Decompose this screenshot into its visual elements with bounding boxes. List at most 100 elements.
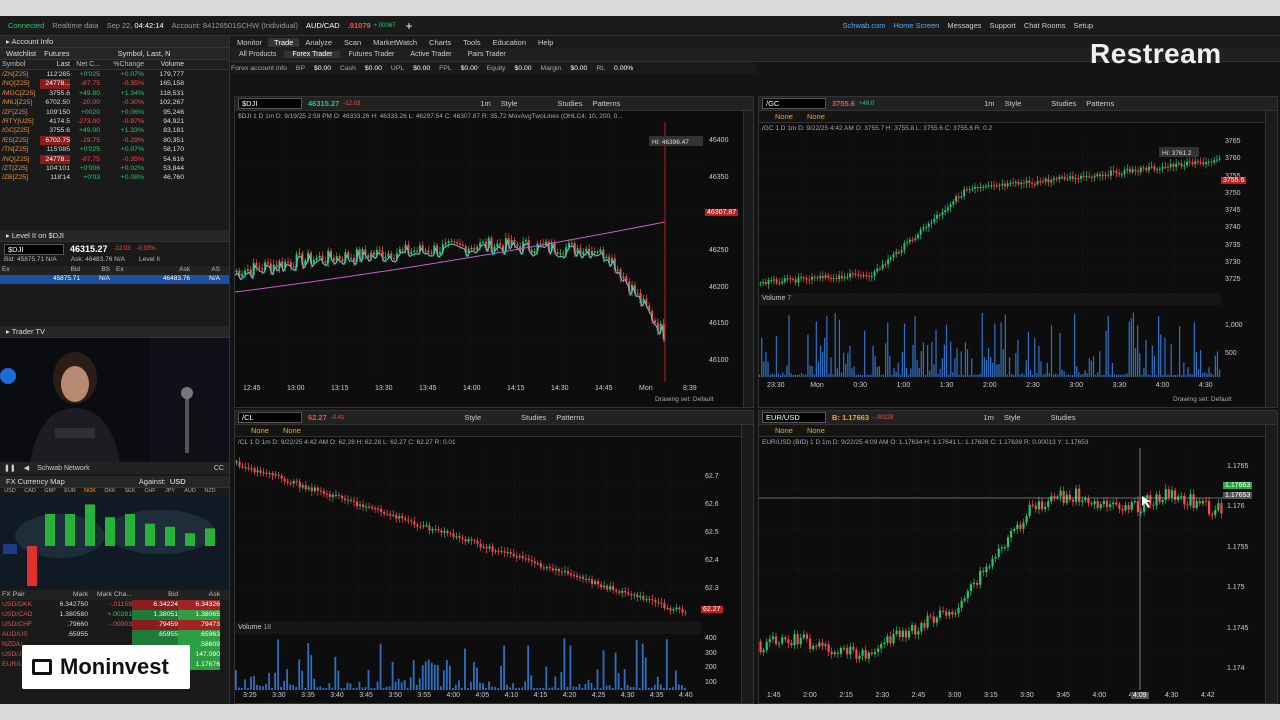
chart3-studies-button[interactable]: Studies bbox=[521, 413, 547, 422]
watchlist-sort[interactable]: Symbol, Last, N bbox=[117, 49, 171, 58]
chart1-style-button[interactable]: Style bbox=[500, 99, 518, 108]
col-symbol[interactable]: Symbol bbox=[2, 61, 26, 68]
chart4-none-1[interactable]: None bbox=[775, 426, 793, 435]
fx-row[interactable]: AUD/US .65955.65955.65963 bbox=[0, 630, 229, 640]
col-pctchange[interactable]: %Change bbox=[113, 61, 144, 68]
fx-row[interactable]: USD/DKK 6.342750 -.01159 6.34224 6.34326 bbox=[0, 600, 229, 610]
watchlist-row[interactable]: /ZT[Z25] 104'101 +0'006 +0.02% 53,844 bbox=[0, 164, 229, 173]
setup-button[interactable]: Setup bbox=[1073, 21, 1094, 30]
pause-icon[interactable]: ❚❚ bbox=[4, 465, 16, 472]
chat-rooms-link[interactable]: Chat Rooms bbox=[1023, 21, 1066, 30]
chart4-none-2[interactable]: None bbox=[806, 426, 825, 435]
col-netchange[interactable]: Net C... bbox=[76, 61, 100, 68]
captions-icon[interactable]: CC bbox=[213, 464, 224, 472]
account-selector[interactable]: Account: 84126501SCHW (Individual) bbox=[171, 21, 298, 30]
tab-monitor[interactable]: Monitor bbox=[237, 37, 263, 47]
account-info-header[interactable]: ▸ Account Info bbox=[0, 36, 229, 48]
support-link[interactable]: Support bbox=[989, 21, 1016, 30]
fx-col-pair[interactable]: FX Pair bbox=[2, 591, 25, 598]
add-tab-button[interactable]: + bbox=[405, 18, 413, 33]
tab-trade[interactable]: Trade bbox=[268, 37, 300, 47]
col-last[interactable]: Last bbox=[56, 61, 70, 68]
chart2-style-button[interactable]: Style bbox=[1004, 99, 1022, 108]
chart1-price-plot[interactable]: Hi: 46396.47 bbox=[235, 122, 705, 382]
chart4-price-plot[interactable] bbox=[759, 448, 1223, 690]
chart1-patterns-button[interactable]: Patterns bbox=[592, 99, 621, 108]
chart3-side-toolbar[interactable] bbox=[741, 425, 753, 703]
fx-col-ask[interactable]: Ask bbox=[208, 591, 220, 598]
chart1-drawing-set[interactable]: Drawing set: Default bbox=[655, 396, 714, 403]
candle bbox=[241, 274, 244, 277]
subtab-pairs-trader[interactable]: Pairs Trader bbox=[467, 51, 506, 58]
tab-marketwatch[interactable]: MarketWatch bbox=[373, 37, 418, 47]
chart1-timeframe[interactable]: 1m bbox=[480, 99, 491, 108]
chart3-symbol-input[interactable]: /CL bbox=[238, 412, 302, 423]
tab-scan[interactable]: Scan bbox=[344, 37, 362, 47]
chart3-price-plot[interactable] bbox=[235, 448, 701, 620]
tab-analyze[interactable]: Analyze bbox=[305, 37, 333, 47]
tab-charts[interactable]: Charts bbox=[429, 37, 452, 47]
watchlist-row[interactable]: /ES[Z25] 6702.75 -19.75 -0.29% 80,351 bbox=[0, 135, 229, 146]
fx-row[interactable]: USD/CAD 1.380580 +.00281 1.38051 1.38065 bbox=[0, 610, 229, 620]
chart2-symbol-input[interactable]: /GC bbox=[762, 98, 826, 109]
subtab-forex-trader[interactable]: Forex Trader bbox=[284, 51, 341, 58]
chart4-studies-button[interactable]: Studies bbox=[1050, 413, 1076, 422]
watchlist-row[interactable]: /ZN[Z25] 112'265 +0'025 +0.07% 179,777 bbox=[0, 70, 229, 79]
chart1-studies-button[interactable]: Studies bbox=[557, 99, 583, 108]
watchlist-row[interactable]: /ZF[Z25] 109'150 +0020 +0.06% 95,246 bbox=[0, 108, 229, 117]
home-screen-link[interactable]: Home Screen bbox=[893, 21, 940, 30]
fx-row[interactable]: USD/CHF .79660 -.00003.79459.79473 bbox=[0, 620, 229, 630]
quote-symbol[interactable]: AUD/CAD bbox=[305, 21, 340, 30]
watchlist-row[interactable]: /NQ[Z25] 24778... -87.75 -0.35% 165,158 bbox=[0, 79, 229, 89]
schwab-link[interactable]: Schwab.com bbox=[842, 21, 886, 30]
chart1-symbol-input[interactable]: $DJI bbox=[238, 98, 302, 109]
tab-help[interactable]: Help bbox=[538, 37, 554, 47]
fx-col-markchg[interactable]: Mark Cha... bbox=[96, 591, 132, 598]
fx-base-selector[interactable]: USD bbox=[169, 477, 186, 486]
watchlist-row[interactable]: /ZB[Z25] 118'14 +0'03 +0.08% 46,760 bbox=[0, 173, 229, 182]
chart2-side-toolbar[interactable] bbox=[1265, 111, 1277, 407]
watchlist-row[interactable]: /MGC[Z25] 3755.6 +49.80 +1.34% 118,531 bbox=[0, 89, 229, 98]
watchlist-row[interactable]: /NQ[Z25] 24778... -87.75 -0.35% 54,616 bbox=[0, 154, 229, 164]
chart2-timeframe[interactable]: 1m bbox=[984, 99, 995, 108]
fx-col-bid[interactable]: Bid bbox=[168, 591, 178, 598]
chart2-studies-button[interactable]: Studies bbox=[1051, 99, 1077, 108]
watchlist-row[interactable]: /TN[Z25] 115'085 +0'025 +0.07% 58,170 bbox=[0, 145, 229, 154]
subtab-futures-trader[interactable]: Futures Trader bbox=[348, 51, 395, 58]
chart1-side-toolbar[interactable] bbox=[743, 111, 753, 407]
chart3-none-1[interactable]: None bbox=[251, 426, 269, 435]
fx-map-header[interactable]: FX Currency Map Against: USD bbox=[0, 476, 229, 488]
watchlist-row[interactable]: /RTY[U25] 4174.5 -273.00 -0.97% 94,921 bbox=[0, 117, 229, 126]
tab-education[interactable]: Education bbox=[492, 37, 527, 47]
chart3-style-button[interactable]: Style bbox=[464, 413, 482, 422]
fx-col-mark[interactable]: Mark bbox=[72, 591, 88, 598]
chart3-patterns-button[interactable]: Patterns bbox=[556, 413, 585, 422]
volume-icon[interactable]: ◀ bbox=[23, 465, 30, 472]
watchlist-header[interactable]: Watchlist Futures Symbol, Last, N bbox=[0, 48, 229, 60]
volume-bar bbox=[515, 687, 518, 690]
level2-header[interactable]: ▸ Level II on $DJI bbox=[0, 230, 229, 242]
col-volume[interactable]: Volume bbox=[160, 61, 184, 68]
chart2-patterns-button[interactable]: Patterns bbox=[1086, 99, 1115, 108]
watchlist-name[interactable]: Futures bbox=[44, 49, 70, 58]
l2-col-ex2: Ex bbox=[116, 266, 124, 273]
chart2-drawing-set[interactable]: Drawing set: Default bbox=[1173, 396, 1232, 403]
level2-symbol-input[interactable]: $DJI bbox=[4, 243, 64, 255]
subtab-active-trader[interactable]: Active Trader bbox=[410, 51, 452, 58]
chart4-side-toolbar[interactable] bbox=[1265, 425, 1277, 703]
chart3-none-2[interactable]: None bbox=[282, 426, 301, 435]
trader-tv-header[interactable]: ▸ Trader TV bbox=[0, 326, 229, 338]
chart4-style-button[interactable]: Style bbox=[1003, 413, 1021, 422]
chart2-none-1[interactable]: None bbox=[775, 112, 793, 121]
trader-tv-video[interactable] bbox=[0, 338, 229, 462]
chart4-symbol-input[interactable]: EUR/USD bbox=[762, 412, 826, 423]
watchlist-row[interactable]: /M6J[Z25] 6702.50 -20.00 -0.30% 102,267 bbox=[0, 98, 229, 107]
chart4-timeframe[interactable]: 1m bbox=[983, 413, 994, 422]
tab-tools[interactable]: Tools bbox=[463, 37, 481, 47]
chart2-none-2[interactable]: None bbox=[806, 112, 825, 121]
level2-row[interactable]: 45875.71 N/A 46483.76 N/A bbox=[0, 275, 229, 284]
subtab-all-products[interactable]: All Products bbox=[239, 51, 277, 58]
watchlist-row[interactable]: /GC[Z25] 3755.6 +49.00 +1.33% 83,181 bbox=[0, 126, 229, 135]
chart2-price-plot[interactable]: Hi: 3761.2 bbox=[759, 133, 1221, 291]
messages-link[interactable]: Messages bbox=[947, 21, 982, 30]
